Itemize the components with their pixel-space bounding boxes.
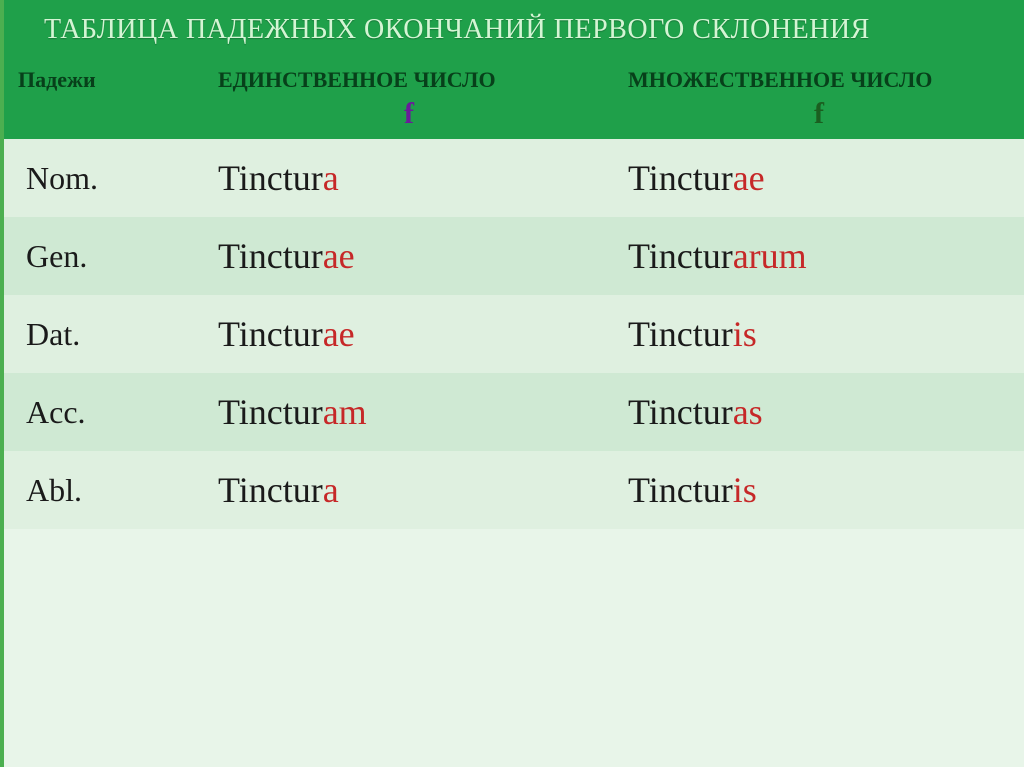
header-cases: Падежи (4, 57, 204, 139)
slide-title: ТАБЛИЦА ПАДЕЖНЫХ ОКОНЧАНИЙ ПЕРВОГО СКЛОН… (44, 12, 1004, 47)
word-ending: am (323, 392, 367, 432)
singular-form: Tincturae (204, 295, 614, 373)
singular-form: Tinctura (204, 451, 614, 529)
word-stem: Tinctur (218, 392, 323, 432)
word-ending: ae (323, 314, 355, 354)
plural-form: Tincturis (614, 295, 1024, 373)
singular-form: Tincturae (204, 217, 614, 295)
word-ending: ae (323, 236, 355, 276)
header-singular-label: ЕДИНСТВЕННОЕ ЧИСЛО (218, 67, 496, 92)
singular-form: Tincturam (204, 373, 614, 451)
header-plural-gender: f (628, 97, 1010, 131)
slide-title-bar: ТАБЛИЦА ПАДЕЖНЫХ ОКОНЧАНИЙ ПЕРВОГО СКЛОН… (4, 0, 1024, 57)
word-ending: is (733, 314, 757, 354)
word-ending: arum (733, 236, 807, 276)
header-plural: МНОЖЕСТВЕННОЕ ЧИСЛО f (614, 57, 1024, 139)
case-label: Nom. (4, 139, 204, 217)
singular-form: Tinctura (204, 139, 614, 217)
case-label: Gen. (4, 217, 204, 295)
word-ending: a (323, 158, 339, 198)
word-stem: Tinctur (218, 158, 323, 198)
word-ending: as (733, 392, 763, 432)
word-ending: ae (733, 158, 765, 198)
word-stem: Tinctur (218, 236, 323, 276)
header-cases-label: Падежи (18, 67, 96, 92)
word-stem: Tinctur (628, 158, 733, 198)
word-stem: Tinctur (628, 392, 733, 432)
case-label: Dat. (4, 295, 204, 373)
declension-table: Падежи ЕДИНСТВЕННОЕ ЧИСЛО f МНОЖЕСТВЕННО… (4, 57, 1024, 529)
table-row: Dat. Tincturae Tincturis (4, 295, 1024, 373)
slide: ТАБЛИЦА ПАДЕЖНЫХ ОКОНЧАНИЙ ПЕРВОГО СКЛОН… (0, 0, 1024, 767)
plural-form: Tincturae (614, 139, 1024, 217)
header-singular: ЕДИНСТВЕННОЕ ЧИСЛО f (204, 57, 614, 139)
case-label: Acc. (4, 373, 204, 451)
table-row: Nom. Tinctura Tincturae (4, 139, 1024, 217)
word-stem: Tinctur (218, 314, 323, 354)
table-header-row: Падежи ЕДИНСТВЕННОЕ ЧИСЛО f МНОЖЕСТВЕННО… (4, 57, 1024, 139)
word-ending: a (323, 470, 339, 510)
table-row: Acc. Tincturam Tincturas (4, 373, 1024, 451)
plural-form: Tincturas (614, 373, 1024, 451)
header-singular-gender: f (218, 97, 600, 131)
word-stem: Tinctur (628, 470, 733, 510)
header-plural-label: МНОЖЕСТВЕННОЕ ЧИСЛО (628, 67, 932, 92)
table-row: Abl. Tinctura Tincturis (4, 451, 1024, 529)
word-stem: Tinctur (628, 236, 733, 276)
plural-form: Tincturarum (614, 217, 1024, 295)
table-row: Gen. Tincturae Tincturarum (4, 217, 1024, 295)
word-stem: Tinctur (628, 314, 733, 354)
case-label: Abl. (4, 451, 204, 529)
word-stem: Tinctur (218, 470, 323, 510)
word-ending: is (733, 470, 757, 510)
plural-form: Tincturis (614, 451, 1024, 529)
